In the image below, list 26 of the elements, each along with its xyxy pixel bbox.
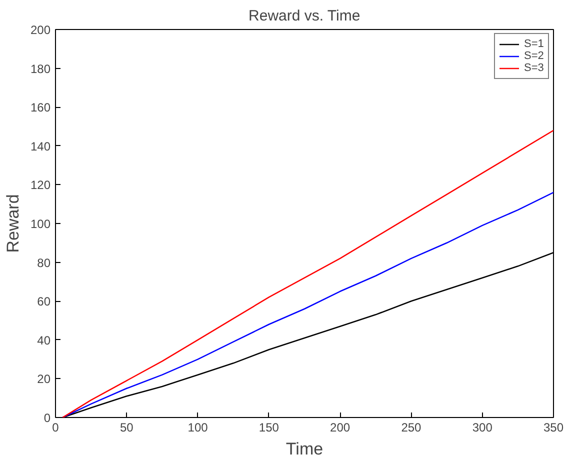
x-axis-title: Time bbox=[286, 440, 324, 458]
legend-label: S=1 bbox=[524, 38, 544, 50]
x-tick-label: 300 bbox=[472, 420, 493, 434]
y-tick-label: 40 bbox=[37, 333, 51, 348]
y-tick-label: 160 bbox=[30, 100, 51, 115]
chart-title: Reward vs. Time bbox=[248, 8, 360, 24]
x-tick-label: 200 bbox=[330, 420, 350, 434]
legend-label: S=2 bbox=[524, 50, 544, 62]
x-tick-label: 0 bbox=[52, 420, 60, 434]
x-tick-label: 100 bbox=[188, 420, 208, 434]
x-tick-label: 250 bbox=[401, 420, 422, 434]
line-series bbox=[62, 130, 554, 418]
y-tick-label: 120 bbox=[30, 178, 51, 192]
legend-label: S=3 bbox=[524, 62, 544, 74]
x-tick-label: 50 bbox=[120, 420, 134, 434]
y-tick-label: 100 bbox=[30, 217, 51, 231]
y-tick-label: 80 bbox=[37, 256, 51, 270]
x-tick-label: 350 bbox=[543, 420, 564, 434]
y-tick-label: 60 bbox=[37, 294, 51, 309]
y-tick-label: 200 bbox=[30, 23, 51, 37]
y-tick-label: 140 bbox=[30, 139, 51, 154]
x-tick-label: 150 bbox=[258, 420, 280, 434]
y-tick-label: 20 bbox=[37, 372, 51, 386]
y-tick-label: 180 bbox=[30, 62, 51, 76]
y-axis-title: Reward bbox=[3, 194, 22, 253]
y-tick-label: 0 bbox=[44, 411, 51, 425]
